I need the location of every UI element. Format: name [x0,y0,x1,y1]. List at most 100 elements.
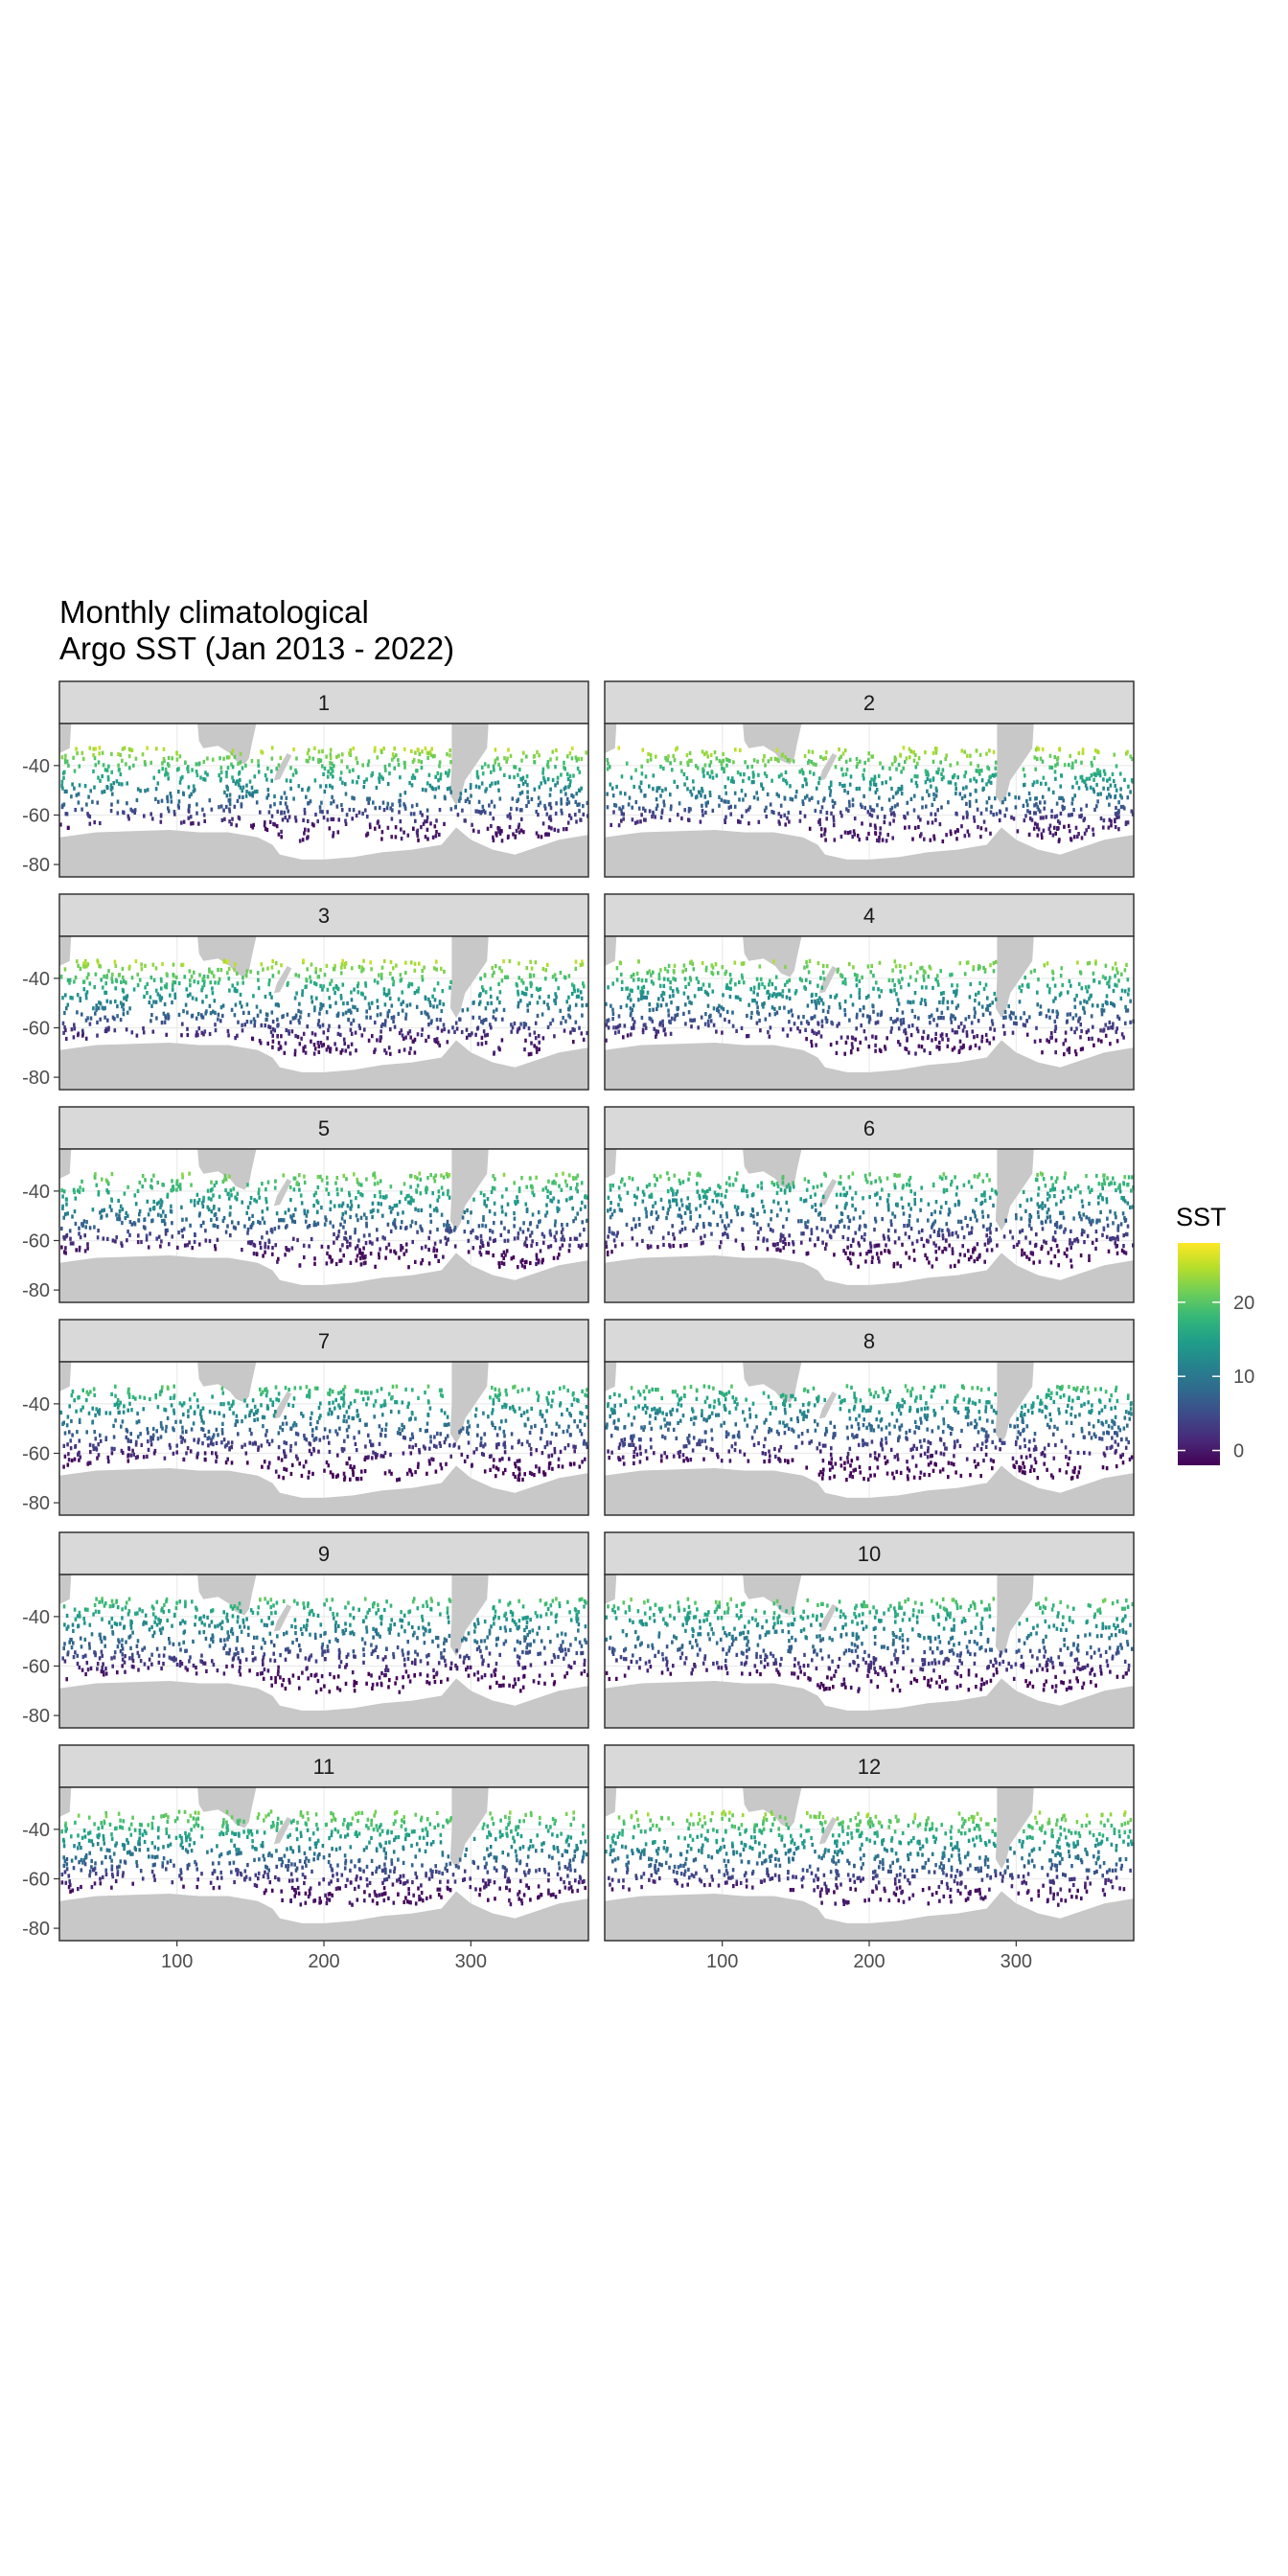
sst-cell [1062,1042,1066,1046]
sst-cell [1039,1038,1042,1043]
sst-cell [321,810,324,815]
sst-cell [567,1249,571,1254]
sst-cell [1046,1215,1049,1220]
sst-cell [532,973,536,978]
sst-cell [65,1036,68,1042]
sst-cell [483,1033,487,1038]
sst-cell [535,831,539,836]
sst-cell [401,990,403,995]
sst-cell [266,788,270,793]
sst-cell [472,1000,475,1005]
sst-cell [955,1030,958,1035]
sst-cell [231,748,235,753]
sst-cell [289,1020,292,1024]
sst-cell [452,1228,456,1232]
sst-cell [895,767,898,771]
sst-cell [334,1261,338,1267]
sst-cell [201,1000,204,1004]
sst-cell [252,994,255,999]
sst-cell [607,1208,610,1213]
sst-cell [610,1201,612,1206]
sst-cell [1001,1024,1005,1028]
sst-cell [157,1234,161,1239]
sst-cell [298,1021,301,1025]
sst-cell [325,1261,329,1266]
sst-cell [356,1254,359,1258]
sst-cell [787,1009,791,1015]
sst-cell [627,996,630,1000]
sst-cell [181,1022,184,1026]
facet-panel-5: 5-40-60-80 [22,1106,589,1303]
sst-cell [794,991,797,996]
sst-cell [311,756,315,761]
sst-cell [118,1213,121,1218]
sst-cell [162,1183,165,1187]
sst-cell [418,1171,422,1176]
sst-cell [870,777,873,782]
sst-cell [472,1197,475,1202]
sst-cell [1102,769,1106,773]
sst-cell [708,983,711,988]
sst-cell [498,990,502,995]
sst-cell [708,774,712,779]
sst-cell [512,1255,516,1260]
sst-cell [118,973,121,978]
sst-cell [71,996,74,1000]
sst-cell [270,769,273,773]
sst-cell [324,1215,327,1220]
sst-cell [947,800,950,805]
sst-cell [1115,1029,1117,1034]
sst-cell [777,819,781,824]
sst-cell [892,1020,895,1024]
sst-cell [62,1030,65,1035]
sst-cell [106,777,110,782]
sst-cell [286,805,288,810]
sst-cell [981,1209,984,1214]
sst-cell [342,1225,345,1230]
sst-cell [656,803,659,808]
sst-cell [170,799,173,804]
sst-cell [937,1228,941,1232]
sst-cell [416,1176,419,1181]
sst-cell [234,962,237,967]
sst-cell [386,1014,389,1019]
sst-cell [166,771,170,776]
sst-cell [1120,795,1123,800]
sst-cell [801,784,804,789]
sst-cell [606,805,610,810]
sst-cell [303,1254,306,1260]
sst-cell [1054,1050,1057,1055]
sst-cell [560,1230,564,1234]
sst-cell [114,978,118,982]
sst-cell [143,1217,147,1222]
sst-cell [118,1208,122,1213]
sst-cell [620,812,624,816]
sst-cell [888,766,891,771]
sst-cell [445,1172,448,1177]
sst-cell [68,1229,72,1233]
sst-cell [723,799,726,804]
sst-cell [859,1224,862,1229]
sst-cell [816,1184,819,1189]
sst-cell [186,993,190,999]
sst-cell [437,778,440,783]
sst-cell [655,1028,657,1034]
sst-cell [940,777,944,782]
sst-cell [1116,983,1118,988]
sst-cell [313,1005,316,1010]
sst-cell [947,780,951,785]
sst-cell [1075,1236,1079,1242]
sst-cell [827,1005,831,1010]
sst-cell [380,972,383,978]
sst-cell [489,811,492,816]
sst-cell [1111,771,1115,776]
sst-cell [322,1043,326,1047]
sst-cell [181,962,185,967]
sst-cell [234,1226,237,1230]
sst-cell [538,1046,540,1051]
sst-cell [973,1259,977,1264]
sst-cell [856,974,859,978]
sst-cell [97,1005,101,1011]
sst-cell [839,973,842,978]
sst-cell [332,1224,334,1229]
